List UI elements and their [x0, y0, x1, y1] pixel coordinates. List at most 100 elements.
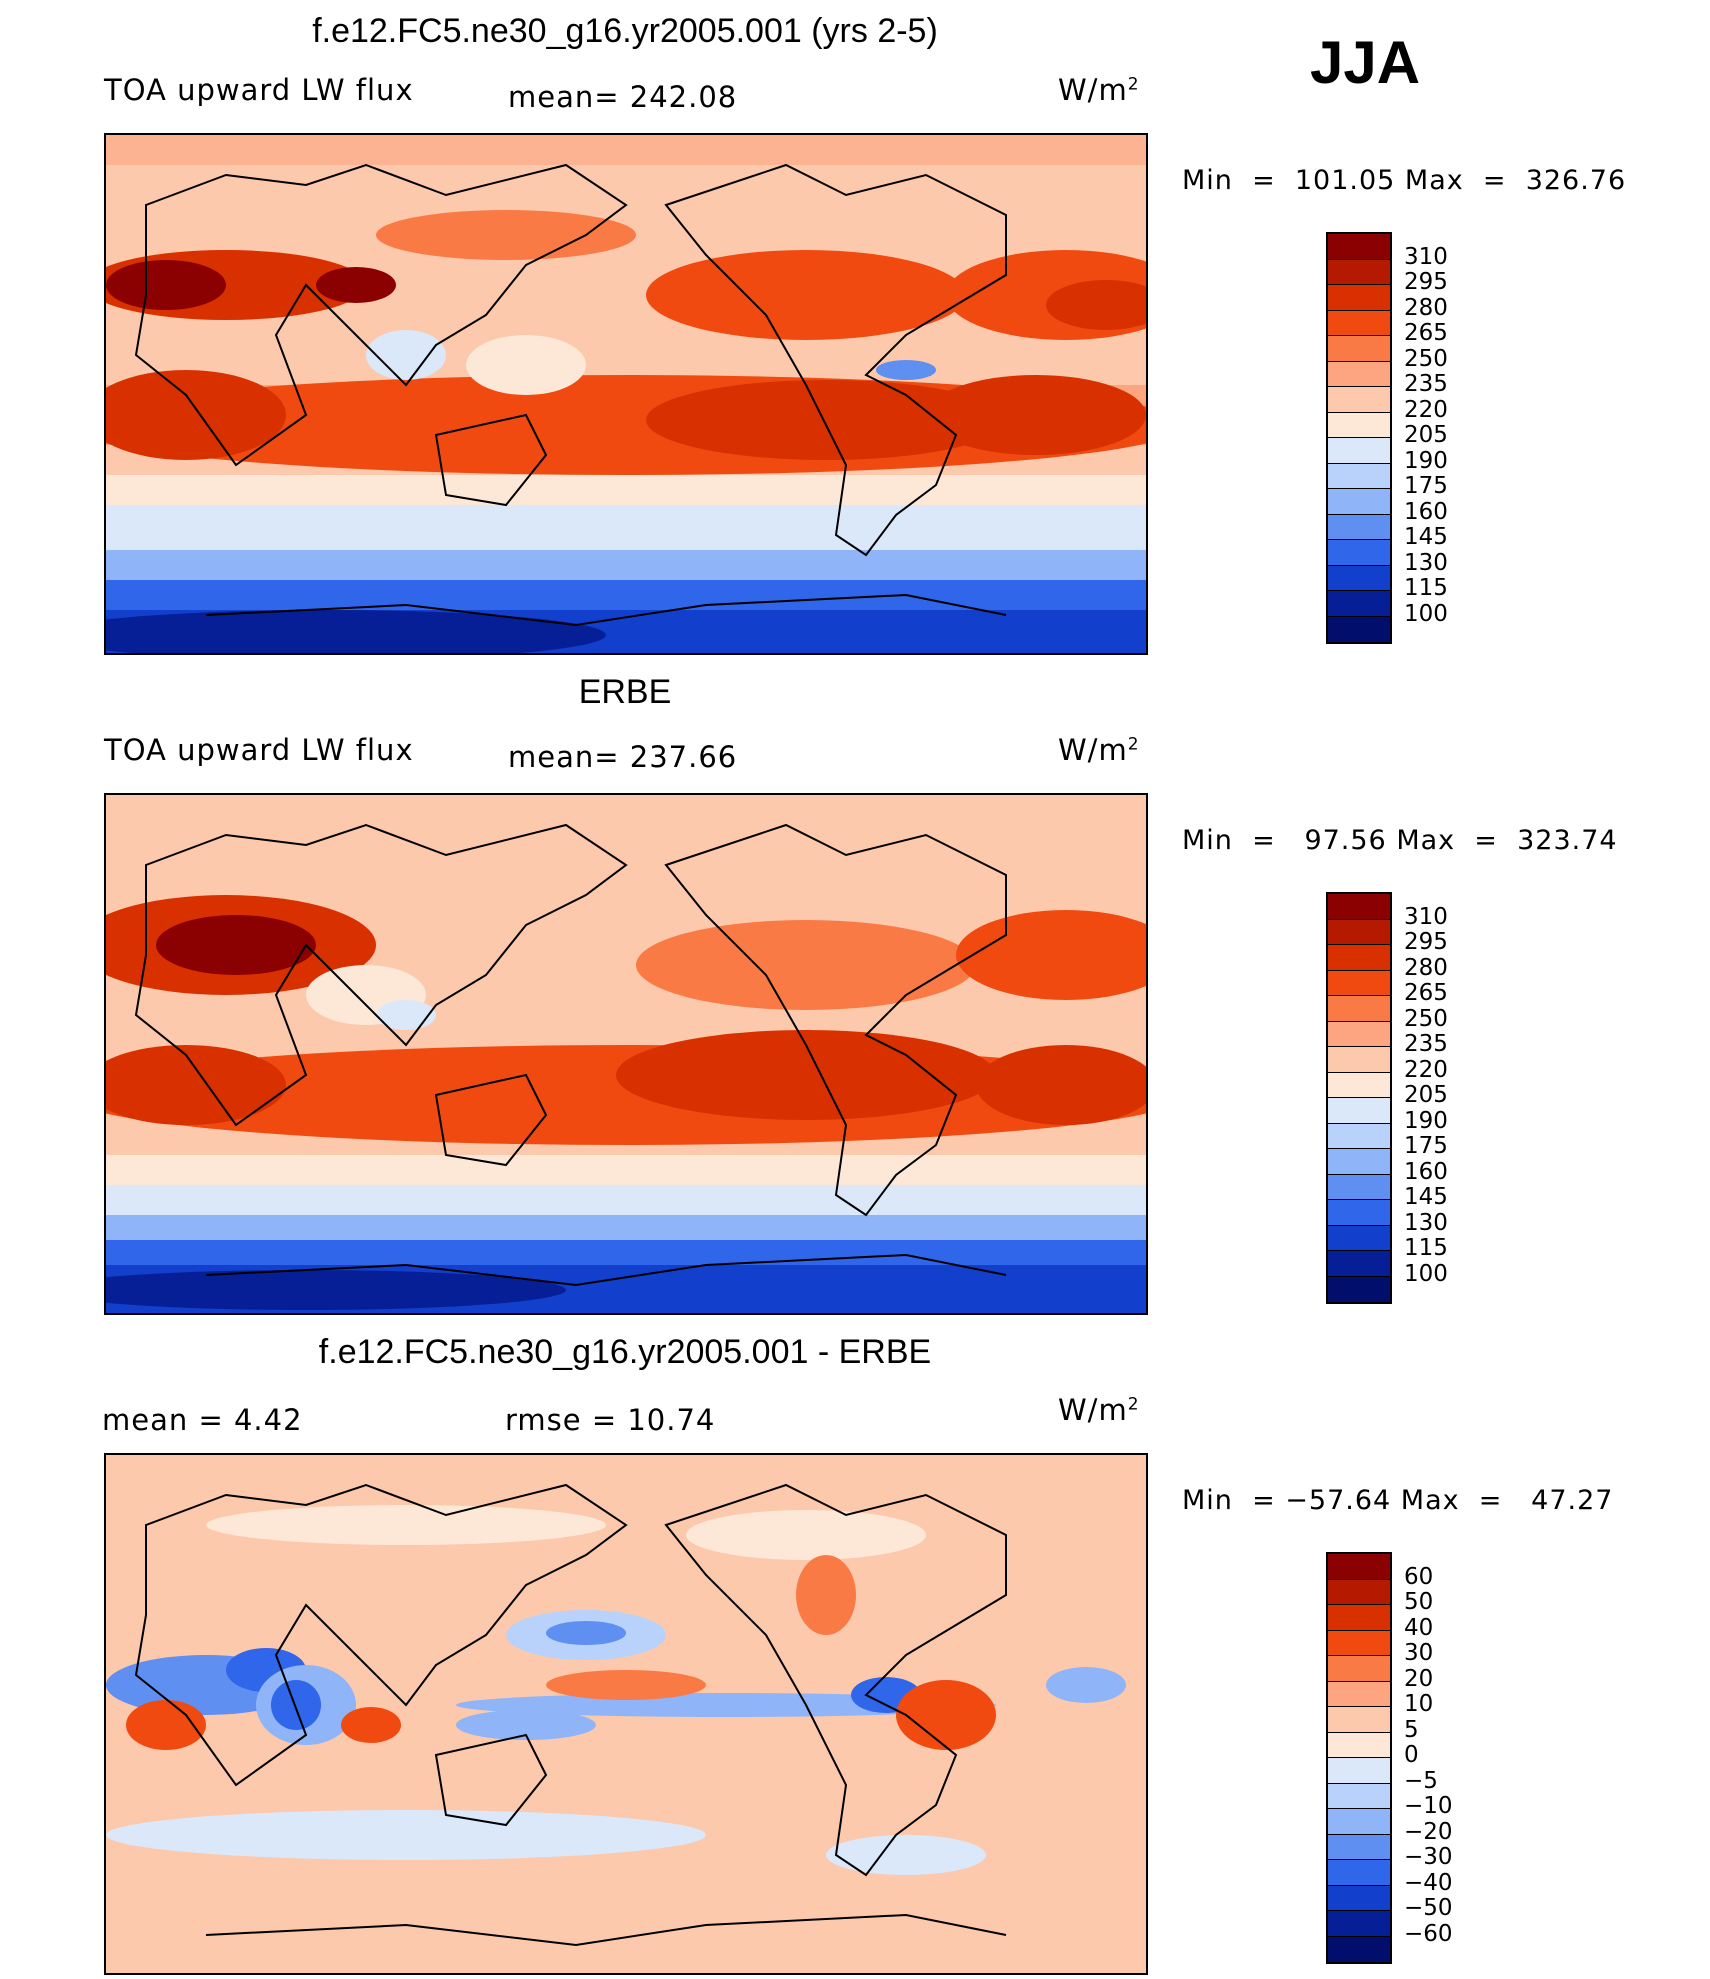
colorbar-swatch	[1328, 361, 1390, 387]
colorbar-tick-label: 310	[1404, 243, 1448, 270]
colorbar-swatch	[1328, 438, 1390, 464]
panel-3-units: W/m2	[1058, 1393, 1140, 1427]
colorbar-swatch	[1328, 387, 1390, 413]
panel-3-colorbar	[1326, 1552, 1392, 1964]
colorbar-swatch	[1328, 1732, 1390, 1758]
panel-2-minmax: Min = 97.56 Max = 323.74	[1182, 825, 1618, 856]
colorbar-tick-label: 160	[1404, 498, 1448, 525]
colorbar-swatch	[1328, 565, 1390, 591]
colorbar-swatch	[1328, 1579, 1390, 1605]
colorbar-swatch	[1328, 1149, 1390, 1175]
colorbar-swatch	[1328, 1860, 1390, 1886]
colorbar-tick-label: −10	[1404, 1793, 1453, 1819]
colorbar-swatch	[1328, 1072, 1390, 1098]
colorbar-swatch	[1328, 1758, 1390, 1784]
colorbar-tick-label: −60	[1404, 1920, 1453, 1947]
colorbar-tick-label: −20	[1404, 1818, 1453, 1845]
panel-3-title: f.e12.FC5.ne30_g16.yr2005.001 - ERBE	[318, 1333, 932, 1371]
colorbar-tick-label: 145	[1404, 524, 1448, 550]
colorbar-tick-label: 115	[1404, 1235, 1448, 1261]
colorbar-swatch	[1328, 1630, 1390, 1656]
colorbar-tick-label: 235	[1404, 1031, 1448, 1057]
colorbar-tick-label: 5	[1404, 1716, 1419, 1743]
colorbar-tick-label: 160	[1404, 1158, 1448, 1185]
colorbar-tick-label: 280	[1404, 294, 1448, 321]
colorbar-swatch	[1328, 489, 1390, 515]
colorbar-swatch	[1328, 1225, 1390, 1251]
colorbar-tick-label: 100	[1404, 600, 1448, 627]
panel-2-title: ERBE	[578, 673, 672, 711]
panel-1-units: W/m2	[1058, 73, 1140, 107]
panel-2-contour-field	[106, 795, 1146, 1313]
colorbar-tick-label: 130	[1404, 1209, 1448, 1236]
panel-2-map	[104, 793, 1148, 1315]
colorbar-swatch	[1328, 894, 1390, 920]
colorbar-swatch	[1328, 540, 1390, 566]
colorbar-swatch	[1328, 1834, 1390, 1860]
colorbar-swatch	[1328, 919, 1390, 945]
colorbar-swatch	[1328, 1123, 1390, 1149]
colorbar-swatch	[1328, 996, 1390, 1022]
colorbar-swatch	[1328, 514, 1390, 540]
colorbar-swatch	[1328, 1276, 1390, 1302]
colorbar-tick-label: 235	[1404, 371, 1448, 397]
panel-1-map	[104, 133, 1148, 655]
colorbar-tick-label: 220	[1404, 396, 1448, 423]
colorbar-swatch	[1328, 412, 1390, 438]
colorbar-tick-label: 205	[1404, 1082, 1448, 1108]
colorbar-tick-label: 20	[1404, 1665, 1434, 1692]
colorbar-tick-label: 130	[1404, 549, 1448, 576]
colorbar-swatch	[1328, 336, 1390, 362]
colorbar-tick-label: 145	[1404, 1184, 1448, 1210]
panel-3-contour-field	[106, 1455, 1146, 1973]
colorbar-tick-label: 295	[1404, 929, 1448, 955]
panel-1-colorbar	[1326, 232, 1392, 644]
panel-2-mean-label: mean= 237.66	[508, 740, 738, 774]
panel-2-colorbar	[1326, 892, 1392, 1304]
colorbar-tick-label: −50	[1404, 1895, 1453, 1921]
colorbar-swatch	[1328, 1554, 1390, 1580]
panel-3-minmax: Min = −57.64 Max = 47.27	[1182, 1485, 1614, 1516]
colorbar-tick-label: 220	[1404, 1056, 1448, 1083]
colorbar-swatch	[1328, 1783, 1390, 1809]
colorbar-swatch	[1328, 1174, 1390, 1200]
colorbar-tick-label: −30	[1404, 1844, 1453, 1870]
colorbar-tick-label: 40	[1404, 1614, 1434, 1641]
panel-1-variable-label: TOA upward LW flux	[104, 73, 414, 107]
colorbar-swatch	[1328, 1021, 1390, 1047]
colorbar-swatch	[1328, 463, 1390, 489]
colorbar-tick-label: −5	[1404, 1767, 1438, 1794]
colorbar-tick-label: 280	[1404, 954, 1448, 981]
colorbar-swatch	[1328, 1681, 1390, 1707]
colorbar-tick-label: 250	[1404, 1005, 1448, 1032]
colorbar-tick-label: 265	[1404, 320, 1448, 346]
colorbar-swatch	[1328, 234, 1390, 260]
panel-1-title: f.e12.FC5.ne30_g16.yr2005.001 (yrs 2-5)	[312, 12, 938, 50]
panel-2-units: W/m2	[1058, 733, 1140, 767]
colorbar-swatch	[1328, 1885, 1390, 1911]
colorbar-tick-label: 175	[1404, 1133, 1448, 1159]
colorbar-tick-label: 60	[1404, 1563, 1434, 1590]
colorbar-swatch	[1328, 259, 1390, 285]
colorbar-tick-label: 190	[1404, 1107, 1448, 1134]
colorbar-tick-label: 310	[1404, 903, 1448, 930]
panel-3-mean-label: mean = 4.42	[102, 1403, 303, 1437]
colorbar-tick-label: 10	[1404, 1691, 1434, 1717]
panel-3-map	[104, 1453, 1148, 1975]
colorbar-swatch	[1328, 1605, 1390, 1631]
colorbar-swatch	[1328, 945, 1390, 971]
colorbar-swatch	[1328, 1251, 1390, 1277]
colorbar-swatch	[1328, 1098, 1390, 1124]
colorbar-tick-label: 265	[1404, 980, 1448, 1006]
colorbar-tick-label: 190	[1404, 447, 1448, 474]
colorbar-swatch	[1328, 1047, 1390, 1073]
colorbar-tick-label: 250	[1404, 345, 1448, 372]
colorbar-tick-label: −40	[1404, 1869, 1453, 1896]
panel-1-mean-label: mean= 242.08	[508, 80, 738, 114]
colorbar-tick-label: 30	[1404, 1640, 1434, 1666]
colorbar-tick-label: 205	[1404, 422, 1448, 448]
panel-3-rmse-label: rmse = 10.74	[505, 1403, 716, 1437]
panel-1-contour-field	[106, 135, 1146, 653]
colorbar-swatch	[1328, 1656, 1390, 1682]
colorbar-swatch	[1328, 1936, 1390, 1962]
